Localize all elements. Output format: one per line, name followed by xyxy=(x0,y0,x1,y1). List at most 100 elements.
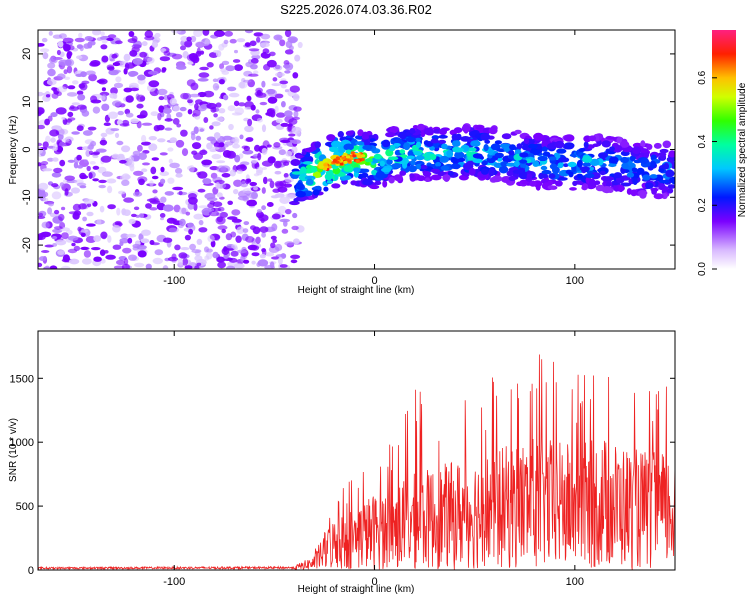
noise-blob xyxy=(206,62,214,68)
noise-blob xyxy=(269,261,275,269)
signal-blob xyxy=(323,186,329,192)
noise-blob xyxy=(180,35,189,42)
noise-blob xyxy=(101,95,106,101)
signal-blob xyxy=(588,135,597,142)
noise-blob xyxy=(51,191,62,200)
noise-blob xyxy=(69,105,75,110)
noise-blob xyxy=(278,149,286,156)
signal-blob xyxy=(385,131,396,138)
signal-blob xyxy=(369,184,380,190)
noise-blob xyxy=(267,89,278,98)
noise-blob xyxy=(79,175,89,179)
signal-blob xyxy=(331,140,342,148)
noise-blob xyxy=(266,108,276,114)
noise-blob xyxy=(141,141,151,146)
noise-blob xyxy=(128,254,137,261)
noise-blob xyxy=(117,110,124,116)
noise-blob xyxy=(256,36,261,43)
noise-blob xyxy=(219,211,228,218)
signal-blob xyxy=(353,167,361,173)
signal-blob xyxy=(668,150,675,158)
signal-blob xyxy=(474,133,481,139)
noise-blob xyxy=(98,179,107,184)
signal-blob xyxy=(563,142,575,150)
signal-blob xyxy=(606,182,611,187)
noise-blob xyxy=(190,82,199,91)
signal-blob xyxy=(642,174,651,181)
noise-blob xyxy=(167,177,175,184)
noise-blob xyxy=(152,189,158,194)
noise-blob xyxy=(171,253,177,260)
noise-blob xyxy=(208,210,220,217)
noise-blob xyxy=(236,38,246,43)
noise-blob xyxy=(279,80,289,85)
signal-blob xyxy=(302,161,313,165)
noise-blob xyxy=(263,176,268,185)
signal-blob xyxy=(581,185,588,191)
signal-blob xyxy=(592,143,600,147)
signal-blob xyxy=(589,178,596,187)
noise-blob xyxy=(100,132,108,138)
noise-blob xyxy=(261,80,266,88)
signal-blob xyxy=(548,173,556,179)
noise-blob xyxy=(62,254,70,262)
noise-blob xyxy=(273,160,282,169)
signal-blob xyxy=(506,162,517,167)
noise-blob xyxy=(250,63,258,70)
signal-core xyxy=(345,155,351,159)
signal-blob xyxy=(409,173,415,179)
signal-blob xyxy=(601,186,612,194)
noise-blob xyxy=(211,153,222,160)
signal-blob xyxy=(563,134,575,142)
noise-blob xyxy=(178,190,183,196)
noise-blob xyxy=(215,102,222,108)
noise-blob xyxy=(186,53,198,62)
noise-blob xyxy=(130,118,139,124)
noise-blob xyxy=(186,36,192,42)
noise-blob xyxy=(233,100,240,107)
noise-blob xyxy=(71,187,80,194)
noise-blob xyxy=(244,106,253,110)
noise-blob xyxy=(65,118,73,123)
noise-blob xyxy=(126,233,137,238)
noise-blob xyxy=(107,66,115,71)
noise-blob xyxy=(75,73,84,78)
noise-blob xyxy=(257,259,269,267)
noise-blob xyxy=(110,128,120,132)
noise-blob xyxy=(226,150,237,159)
noise-blob xyxy=(157,112,162,121)
signal-blob xyxy=(640,140,646,148)
noise-blob xyxy=(188,228,194,235)
noise-blob xyxy=(107,204,116,210)
noise-blob xyxy=(283,173,289,178)
signal-blob xyxy=(513,160,520,167)
noise-blob xyxy=(125,112,134,118)
signal-blob xyxy=(532,160,540,167)
noise-blob xyxy=(96,219,102,225)
noise-blob xyxy=(261,248,266,253)
noise-blob xyxy=(136,103,144,109)
noise-blob xyxy=(233,263,245,269)
signal-blob xyxy=(447,171,454,176)
noise-blob xyxy=(202,178,212,185)
signal-core xyxy=(355,159,360,163)
noise-blob xyxy=(256,117,263,123)
signal-blob xyxy=(343,165,352,172)
y-tick-label: 0 xyxy=(21,146,33,152)
signal-blob xyxy=(326,180,333,184)
noise-blob xyxy=(188,165,195,173)
noise-blob xyxy=(38,212,44,217)
y-tick-label: -20 xyxy=(21,237,33,253)
noise-blob xyxy=(238,102,246,107)
noise-blob xyxy=(213,30,225,37)
noise-blob xyxy=(242,228,249,234)
noise-blob xyxy=(38,262,43,268)
noise-blob xyxy=(224,30,234,37)
noise-blob xyxy=(211,146,220,150)
noise-blob xyxy=(76,90,84,96)
noise-blob xyxy=(120,233,129,239)
noise-blob xyxy=(80,229,89,233)
noise-blob xyxy=(74,37,85,43)
signal-blob xyxy=(452,140,461,147)
noise-blob xyxy=(267,96,278,104)
